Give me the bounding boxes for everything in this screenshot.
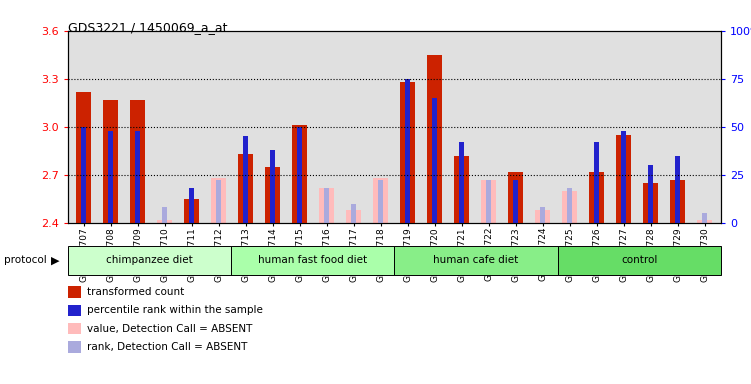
Bar — [562, 191, 578, 223]
Bar — [535, 210, 550, 223]
Bar — [162, 207, 167, 223]
Bar — [508, 172, 523, 223]
Text: protocol: protocol — [4, 255, 47, 265]
Bar — [433, 98, 437, 223]
Bar — [189, 188, 195, 223]
Bar — [265, 167, 280, 223]
Text: chimpanzee diet: chimpanzee diet — [106, 255, 193, 265]
Bar — [698, 220, 712, 223]
Bar — [540, 207, 545, 223]
Bar — [238, 154, 253, 223]
Bar — [567, 188, 572, 223]
Bar — [373, 178, 388, 223]
Bar — [454, 156, 469, 223]
Bar — [648, 165, 653, 223]
Text: control: control — [621, 255, 657, 265]
Bar — [292, 125, 307, 223]
Bar — [243, 136, 249, 223]
Text: value, Detection Call = ABSENT: value, Detection Call = ABSENT — [87, 324, 252, 334]
Bar — [211, 178, 226, 223]
Bar — [135, 131, 140, 223]
Bar — [487, 180, 491, 223]
Bar — [77, 91, 91, 223]
Bar — [400, 82, 415, 223]
Bar — [108, 131, 113, 223]
Bar — [594, 142, 599, 223]
Bar — [460, 142, 464, 223]
Bar — [104, 99, 118, 223]
Bar — [702, 213, 707, 223]
Text: ▶: ▶ — [51, 255, 59, 265]
Bar — [270, 150, 275, 223]
Bar — [427, 55, 442, 223]
Bar — [324, 188, 329, 223]
Text: human fast food diet: human fast food diet — [258, 255, 367, 265]
Bar — [644, 183, 658, 223]
Bar — [158, 220, 172, 223]
Bar — [297, 127, 302, 223]
Bar — [346, 210, 361, 223]
Bar — [351, 204, 356, 223]
Bar — [216, 180, 222, 223]
Bar — [81, 127, 86, 223]
Bar — [184, 199, 199, 223]
Bar — [671, 179, 685, 223]
Text: human cafe diet: human cafe diet — [433, 255, 519, 265]
Bar — [481, 179, 496, 223]
Bar — [675, 156, 680, 223]
Text: transformed count: transformed count — [87, 287, 184, 297]
Bar — [131, 99, 145, 223]
Bar — [406, 79, 410, 223]
Text: rank, Detection Call = ABSENT: rank, Detection Call = ABSENT — [87, 342, 248, 352]
Text: percentile rank within the sample: percentile rank within the sample — [87, 305, 263, 315]
Text: GDS3221 / 1450069_a_at: GDS3221 / 1450069_a_at — [68, 21, 227, 34]
Bar — [617, 135, 631, 223]
Bar — [319, 187, 334, 223]
Bar — [514, 180, 518, 223]
Bar — [621, 131, 626, 223]
Bar — [590, 172, 605, 223]
Bar — [379, 180, 383, 223]
